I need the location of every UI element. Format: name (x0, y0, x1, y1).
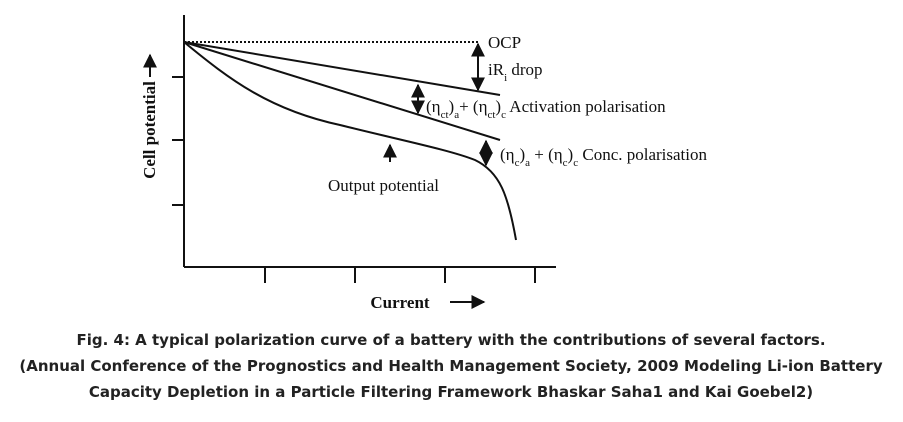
annotation-text: + (η (459, 97, 487, 116)
annotation-text: OCP (488, 33, 521, 52)
annotation-text: (η (426, 97, 441, 116)
annotation: Output potential (328, 176, 439, 195)
caption-line: Fig. 4: A typical polarization curve of … (76, 331, 825, 349)
annotation-text: (η (500, 145, 515, 164)
annotation-text: Output potential (328, 176, 439, 195)
caption-line: Capacity Depletion in a Particle Filteri… (89, 383, 813, 401)
subscript: ct (441, 109, 449, 121)
caption-line: (Annual Conference of the Prognostics an… (19, 357, 882, 375)
subscript: ct (487, 109, 495, 121)
subscript: a (525, 157, 530, 169)
axes (172, 15, 556, 283)
subscript: c (573, 157, 578, 169)
subscript: c (515, 157, 520, 169)
annotation: (ηc)a + (ηc)c Conc. polarisation (500, 145, 708, 169)
subscript: a (454, 109, 459, 121)
annotation: OCP (488, 33, 521, 52)
subscript: c (563, 157, 568, 169)
arrows (143, 42, 493, 309)
annotation: (ηct)a+ (ηct)c Activation polarisation (426, 97, 666, 121)
x-axis-label: Current (370, 293, 430, 312)
annotation-text: drop (507, 60, 542, 79)
subscript: c (501, 109, 506, 121)
annotation-text: ) (449, 97, 455, 116)
annotation: iRi drop (488, 60, 543, 84)
annotation-text: Conc. polarisation (578, 145, 707, 164)
annotation-text: Activation polarisation (506, 97, 666, 116)
annotation-text: ) (568, 145, 574, 164)
annotation-text: + (η (530, 145, 563, 164)
curves (183, 41, 517, 241)
annotation-text: ) (519, 145, 525, 164)
annotation-text: ) (495, 97, 501, 116)
annotation-text: iR (488, 60, 505, 79)
y-axis-label: Cell potential (140, 81, 159, 179)
subscript: i (504, 72, 507, 84)
